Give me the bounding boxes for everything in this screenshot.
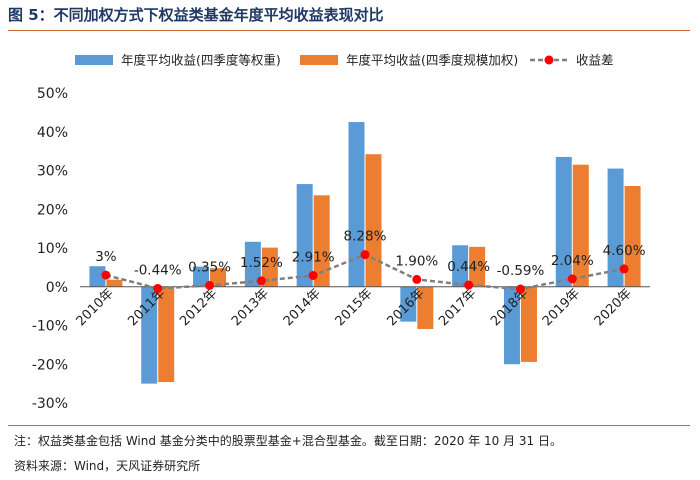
- difference-marker: [153, 283, 163, 293]
- x-tick-label: 2014年: [281, 286, 324, 329]
- difference-data-label: 1.90%: [395, 253, 438, 269]
- y-tick-label: -30%: [32, 396, 68, 412]
- legend-swatch-1: [75, 55, 113, 65]
- bar-series-2: [313, 195, 330, 287]
- bar-series-2: [210, 268, 227, 287]
- difference-marker: [619, 264, 629, 274]
- y-tick-label: -10%: [32, 319, 68, 335]
- difference-marker: [567, 274, 577, 284]
- bar-series-2: [365, 154, 382, 287]
- difference-polyline: [105, 253, 625, 291]
- difference-marker: [464, 280, 474, 290]
- difference-marker: [308, 270, 318, 280]
- bar-line-chart: 年度平均收益(四季度等权重) 年度平均收益(四季度规模加权) 收益差 -30% -20…: [32, 53, 650, 412]
- figure-title: 图 5：不同加权方式下权益类基金年度平均收益表现对比: [8, 6, 384, 24]
- x-tick-label: 2012年: [177, 286, 220, 329]
- difference-data-label: 2.91%: [292, 249, 335, 265]
- x-tick-label: 2010年: [74, 286, 117, 329]
- difference-marker: [256, 276, 266, 286]
- legend: 年度平均收益(四季度等权重) 年度平均收益(四季度规模加权) 收益差: [75, 53, 614, 68]
- difference-data-label: 0.44%: [447, 259, 490, 275]
- bar-series-1: [503, 286, 520, 365]
- source-text: 资料来源：Wind，天风证券研究所: [14, 459, 201, 473]
- y-tick-label: 10%: [37, 241, 68, 257]
- bar-series-2: [158, 286, 175, 383]
- bar-series-1: [555, 156, 572, 287]
- bar-series-1: [89, 266, 106, 287]
- difference-data-label: -0.44%: [134, 262, 182, 278]
- footer-divider: [8, 425, 690, 426]
- bar-series-1: [348, 122, 365, 287]
- bar-series-2: [469, 246, 486, 287]
- bar-series-2: [520, 286, 537, 362]
- legend-swatch-2: [300, 55, 338, 65]
- x-tick-label: 2019年: [540, 286, 583, 329]
- difference-data-label: 1.52%: [240, 255, 283, 271]
- difference-data-label: 8.28%: [344, 229, 387, 245]
- bar-series-1: [400, 286, 417, 322]
- y-tick-label: 40%: [37, 125, 68, 141]
- difference-data-label: -0.59%: [497, 263, 545, 279]
- y-tick-label: -20%: [32, 357, 68, 373]
- y-tick-label: 20%: [37, 202, 68, 218]
- difference-data-label: 0.35%: [188, 259, 231, 275]
- bar-series-2: [106, 279, 123, 287]
- x-tick-label: 2013年: [229, 286, 272, 329]
- bar-series-1: [607, 168, 624, 287]
- bar-series-2: [572, 164, 589, 287]
- title-divider: [8, 30, 690, 31]
- bar-series-1: [141, 286, 158, 384]
- y-tick-label: 30%: [37, 164, 68, 180]
- y-tick-label: 50%: [37, 86, 68, 102]
- y-axis: -30% -20% -10% 0% 10% 20% 30% 40% 50%: [32, 86, 68, 412]
- bar-series-2: [417, 286, 434, 329]
- difference-data-label: 4.60%: [603, 243, 646, 259]
- difference-marker: [101, 270, 111, 280]
- difference-marker: [515, 284, 525, 294]
- difference-marker: [360, 250, 370, 260]
- difference-marker: [205, 280, 215, 290]
- y-tick-label: 0%: [46, 280, 68, 296]
- legend-marker: [544, 55, 554, 65]
- legend-label-1: 年度平均收益(四季度等权重): [121, 53, 281, 68]
- difference-data-label: 2.04%: [551, 253, 594, 269]
- x-tick-label: 2017年: [436, 286, 479, 329]
- bar-series-1: [244, 241, 261, 287]
- difference-marker: [412, 274, 422, 284]
- difference-line: 3% -0.44% 0.35% 1.52% 2.91% 8.28% 1.90% 0.44% -0…: [95, 229, 646, 294]
- bars: [89, 122, 641, 384]
- x-tick-label: 2015年: [333, 286, 376, 329]
- footnote: 注：权益类基金包括 Wind 基金分类中的股票型基金+混合型基金。截至日期：20…: [14, 434, 562, 448]
- bar-series-1: [452, 245, 469, 287]
- legend-label-2: 年度平均收益(四季度规模加权): [346, 53, 518, 68]
- difference-data-label: 3%: [95, 249, 117, 265]
- bar-series-2: [624, 186, 641, 287]
- legend-label-3: 收益差: [576, 53, 614, 68]
- bar-series-2: [261, 247, 278, 287]
- bar-series-1: [296, 184, 313, 287]
- x-tick-label: 2020年: [592, 286, 635, 329]
- bar-series-1: [193, 266, 210, 287]
